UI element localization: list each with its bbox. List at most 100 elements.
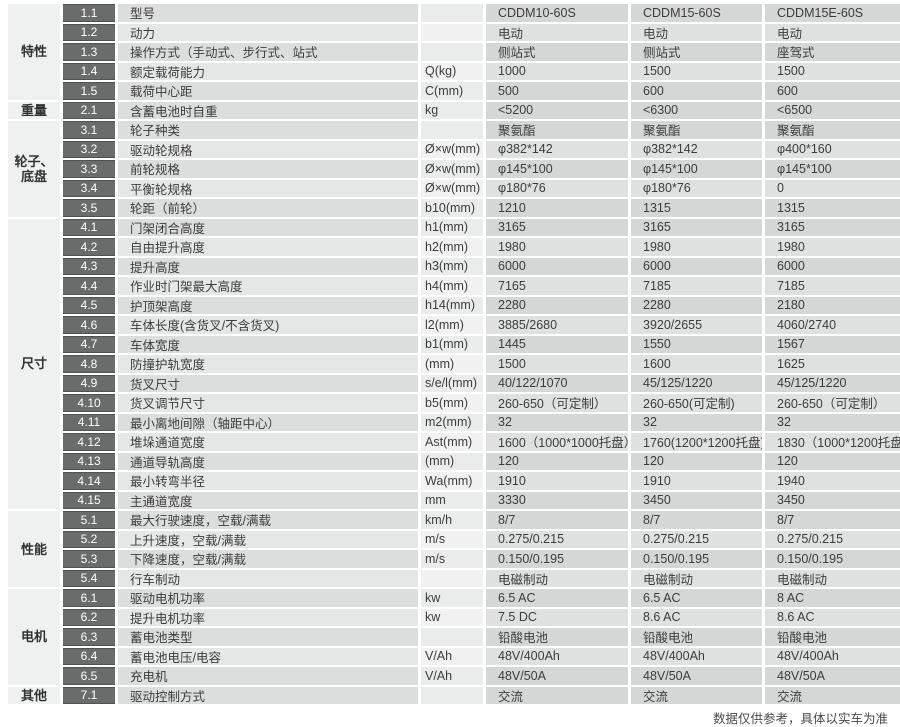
param-unit: Q(kg) — [421, 62, 483, 80]
table-row: 5.3 下降速度，空载/满载 m/s 0.150/0.195 0.150/0.1… — [63, 550, 900, 568]
value-model-3: 48V/400Ah — [765, 647, 900, 665]
value-model-1: φ145*100 — [486, 160, 628, 178]
group-rows: 7.1 驱动控制方式 交流 交流 交流 — [63, 686, 900, 704]
value-model-3: 1315 — [765, 199, 900, 217]
value-model-1: φ382*142 — [486, 140, 628, 158]
param-name: 自由提升高度 — [118, 238, 418, 256]
value-model-3: 电动 — [765, 23, 900, 41]
value-model-2: 120 — [631, 452, 762, 470]
table-row: 4.4 作业时门架最大高度 h4(mm) 7165 7185 7185 — [63, 277, 900, 295]
value-model-3: 48V/50A — [765, 667, 900, 685]
value-model-1: 1500 — [486, 355, 628, 373]
row-code: 4.6 — [63, 316, 115, 334]
param-unit: Ø×w(mm) — [421, 179, 483, 197]
value-model-3: <6500 — [765, 101, 900, 119]
param-name: 上升速度，空载/满载 — [118, 530, 418, 548]
row-code: 3.4 — [63, 179, 115, 197]
value-model-1: 1600（1000*1000托盘） — [486, 433, 628, 451]
table-row: 4.15 主通道宽度 mm 3330 3450 3450 — [63, 491, 900, 509]
value-model-3: 4060/2740 — [765, 316, 900, 334]
value-model-3: 1567 — [765, 335, 900, 353]
spec-group: 其他 7.1 驱动控制方式 交流 交流 交流 — [8, 686, 900, 704]
param-unit: Ast(mm) — [421, 433, 483, 451]
value-model-3: 32 — [765, 413, 900, 431]
category-label: 性能 — [20, 541, 47, 557]
param-unit: h4(mm) — [421, 277, 483, 295]
value-model-3: 45/125/1220 — [765, 374, 900, 392]
row-code: 4.3 — [63, 257, 115, 275]
row-code: 4.5 — [63, 296, 115, 314]
value-model-2: 0.275/0.215 — [631, 530, 762, 548]
param-name: 门架闭合高度 — [118, 218, 418, 236]
table-row: 4.12 堆垛通道宽度 Ast(mm) 1600（1000*1000托盘） 17… — [63, 433, 900, 451]
row-code: 4.4 — [63, 277, 115, 295]
table-row: 6.3 蓄电池类型 铅酸电池 铅酸电池 铅酸电池 — [63, 628, 900, 646]
param-unit: m/s — [421, 550, 483, 568]
value-model-1: 交流 — [486, 686, 628, 704]
value-model-1: 1980 — [486, 238, 628, 256]
value-model-1: 聚氨酯 — [486, 121, 628, 139]
table-row: 3.3 前轮规格 Ø×w(mm) φ145*100 φ145*100 φ145*… — [63, 160, 900, 178]
group-rows: 2.1 含蓄电池时自重 kg <5200 <6300 <6500 — [63, 101, 900, 119]
row-code: 4.15 — [63, 491, 115, 509]
table-row: 5.1 最大行驶速度，空载/满载 km/h 8/7 8/7 8/7 — [63, 511, 900, 529]
param-name: 提升电机功率 — [118, 608, 418, 626]
row-code: 3.1 — [63, 121, 115, 139]
value-model-3: 0.150/0.195 — [765, 550, 900, 568]
value-model-3: 7185 — [765, 277, 900, 295]
table-row: 1.4 额定载荷能力 Q(kg) 1000 1500 1500 — [63, 62, 900, 80]
category-label: 其他 — [20, 687, 47, 703]
value-model-2: 铅酸电池 — [631, 628, 762, 646]
param-name: 操作方式（手动式、步行式、站式 — [118, 43, 418, 61]
row-code: 4.9 — [63, 374, 115, 392]
category-label: 特性 — [20, 44, 47, 60]
value-model-2: 电磁制动 — [631, 569, 762, 587]
param-unit — [421, 23, 483, 41]
value-model-1: 电磁制动 — [486, 569, 628, 587]
table-row: 4.1 门架闭合高度 h1(mm) 3165 3165 3165 — [63, 218, 900, 236]
value-model-1: <5200 — [486, 101, 628, 119]
value-model-2: 6000 — [631, 257, 762, 275]
table-row: 3.2 驱动轮规格 Ø×w(mm) φ382*142 φ382*142 φ400… — [63, 140, 900, 158]
value-model-3: 1940 — [765, 472, 900, 490]
value-model-3: 8 AC — [765, 589, 900, 607]
value-model-2: 48V/400Ah — [631, 647, 762, 665]
value-model-1: 3165 — [486, 218, 628, 236]
value-model-3: 260-650（可定制） — [765, 394, 900, 412]
param-name: 蓄电池电压/电容 — [118, 647, 418, 665]
value-model-2: φ382*142 — [631, 140, 762, 158]
param-name: 下降速度，空载/满载 — [118, 550, 418, 568]
group-rows: 6.1 驱动电机功率 kw 6.5 AC 6.5 AC 8 AC 6.2 提升电… — [63, 589, 900, 685]
value-model-1: φ180*76 — [486, 179, 628, 197]
value-model-3: φ400*160 — [765, 140, 900, 158]
spec-group: 尺寸 4.1 门架闭合高度 h1(mm) 3165 3165 3165 4.2 … — [8, 218, 900, 509]
value-model-3: 1625 — [765, 355, 900, 373]
param-name: 载荷中心距 — [118, 82, 418, 100]
value-model-1: 32 — [486, 413, 628, 431]
param-unit — [421, 121, 483, 139]
value-model-2: 8.6 AC — [631, 608, 762, 626]
category-cell: 尺寸 — [8, 218, 60, 509]
value-model-3: 1830（1000*1200托盘） — [765, 433, 900, 451]
value-model-3: 1980 — [765, 238, 900, 256]
value-model-2: 32 — [631, 413, 762, 431]
param-unit: h2(mm) — [421, 238, 483, 256]
param-name: 额定载荷能力 — [118, 62, 418, 80]
value-model-3: 6000 — [765, 257, 900, 275]
row-code: 1.4 — [63, 62, 115, 80]
value-model-2: 2280 — [631, 296, 762, 314]
category-label: 电机 — [20, 629, 47, 645]
param-name: 最小转弯半径 — [118, 472, 418, 490]
param-name: 驱动轮规格 — [118, 140, 418, 158]
group-rows: 4.1 门架闭合高度 h1(mm) 3165 3165 3165 4.2 自由提… — [63, 218, 900, 509]
value-model-1: 1210 — [486, 199, 628, 217]
value-model-2: 电动 — [631, 23, 762, 41]
param-unit — [421, 569, 483, 587]
value-model-2: 侧站式 — [631, 43, 762, 61]
group-rows: 3.1 轮子种类 聚氨酯 聚氨酯 聚氨酯 3.2 驱动轮规格 Ø×w(mm) φ… — [63, 121, 900, 217]
row-code: 6.4 — [63, 647, 115, 665]
param-unit: kg — [421, 101, 483, 119]
row-code: 6.1 — [63, 589, 115, 607]
spec-group: 轮子、底盘 3.1 轮子种类 聚氨酯 聚氨酯 聚氨酯 3.2 驱动轮规格 Ø×w… — [8, 121, 900, 217]
value-model-2: CDDM15-60S — [631, 4, 762, 22]
